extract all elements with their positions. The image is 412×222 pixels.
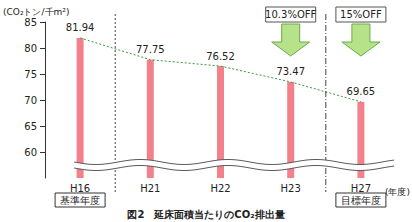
svg-text:73.47: 73.47 — [276, 66, 305, 77]
svg-text:H22: H22 — [210, 183, 230, 194]
svg-text:69.65: 69.65 — [347, 86, 376, 97]
svg-text:77.75: 77.75 — [136, 44, 165, 55]
svg-text:(年度): (年度) — [385, 187, 410, 197]
svg-text:75: 75 — [24, 69, 37, 80]
svg-text:H21: H21 — [140, 183, 160, 194]
svg-text:85: 85 — [24, 17, 37, 28]
svg-text:81.94: 81.94 — [66, 22, 95, 33]
svg-text:図2 延床面積当たりのCO₂排出量: 図2 延床面積当たりのCO₂排出量 — [127, 209, 284, 220]
svg-text:目標年度: 目標年度 — [341, 195, 381, 206]
svg-text:76.52: 76.52 — [206, 51, 235, 62]
svg-text:60: 60 — [24, 147, 37, 158]
svg-text:65: 65 — [24, 121, 37, 132]
svg-text:15%OFF: 15%OFF — [340, 9, 382, 20]
svg-text:基準年度: 基準年度 — [60, 195, 100, 206]
svg-text:70: 70 — [24, 95, 37, 106]
svg-text:80: 80 — [24, 43, 37, 54]
svg-text:(CO₂トン/千m²): (CO₂トン/千m²) — [3, 7, 69, 17]
svg-text:H16: H16 — [70, 183, 90, 194]
svg-text:10.3%OFF: 10.3%OFF — [265, 9, 316, 20]
svg-text:H27: H27 — [351, 183, 371, 194]
svg-text:H23: H23 — [281, 183, 301, 194]
